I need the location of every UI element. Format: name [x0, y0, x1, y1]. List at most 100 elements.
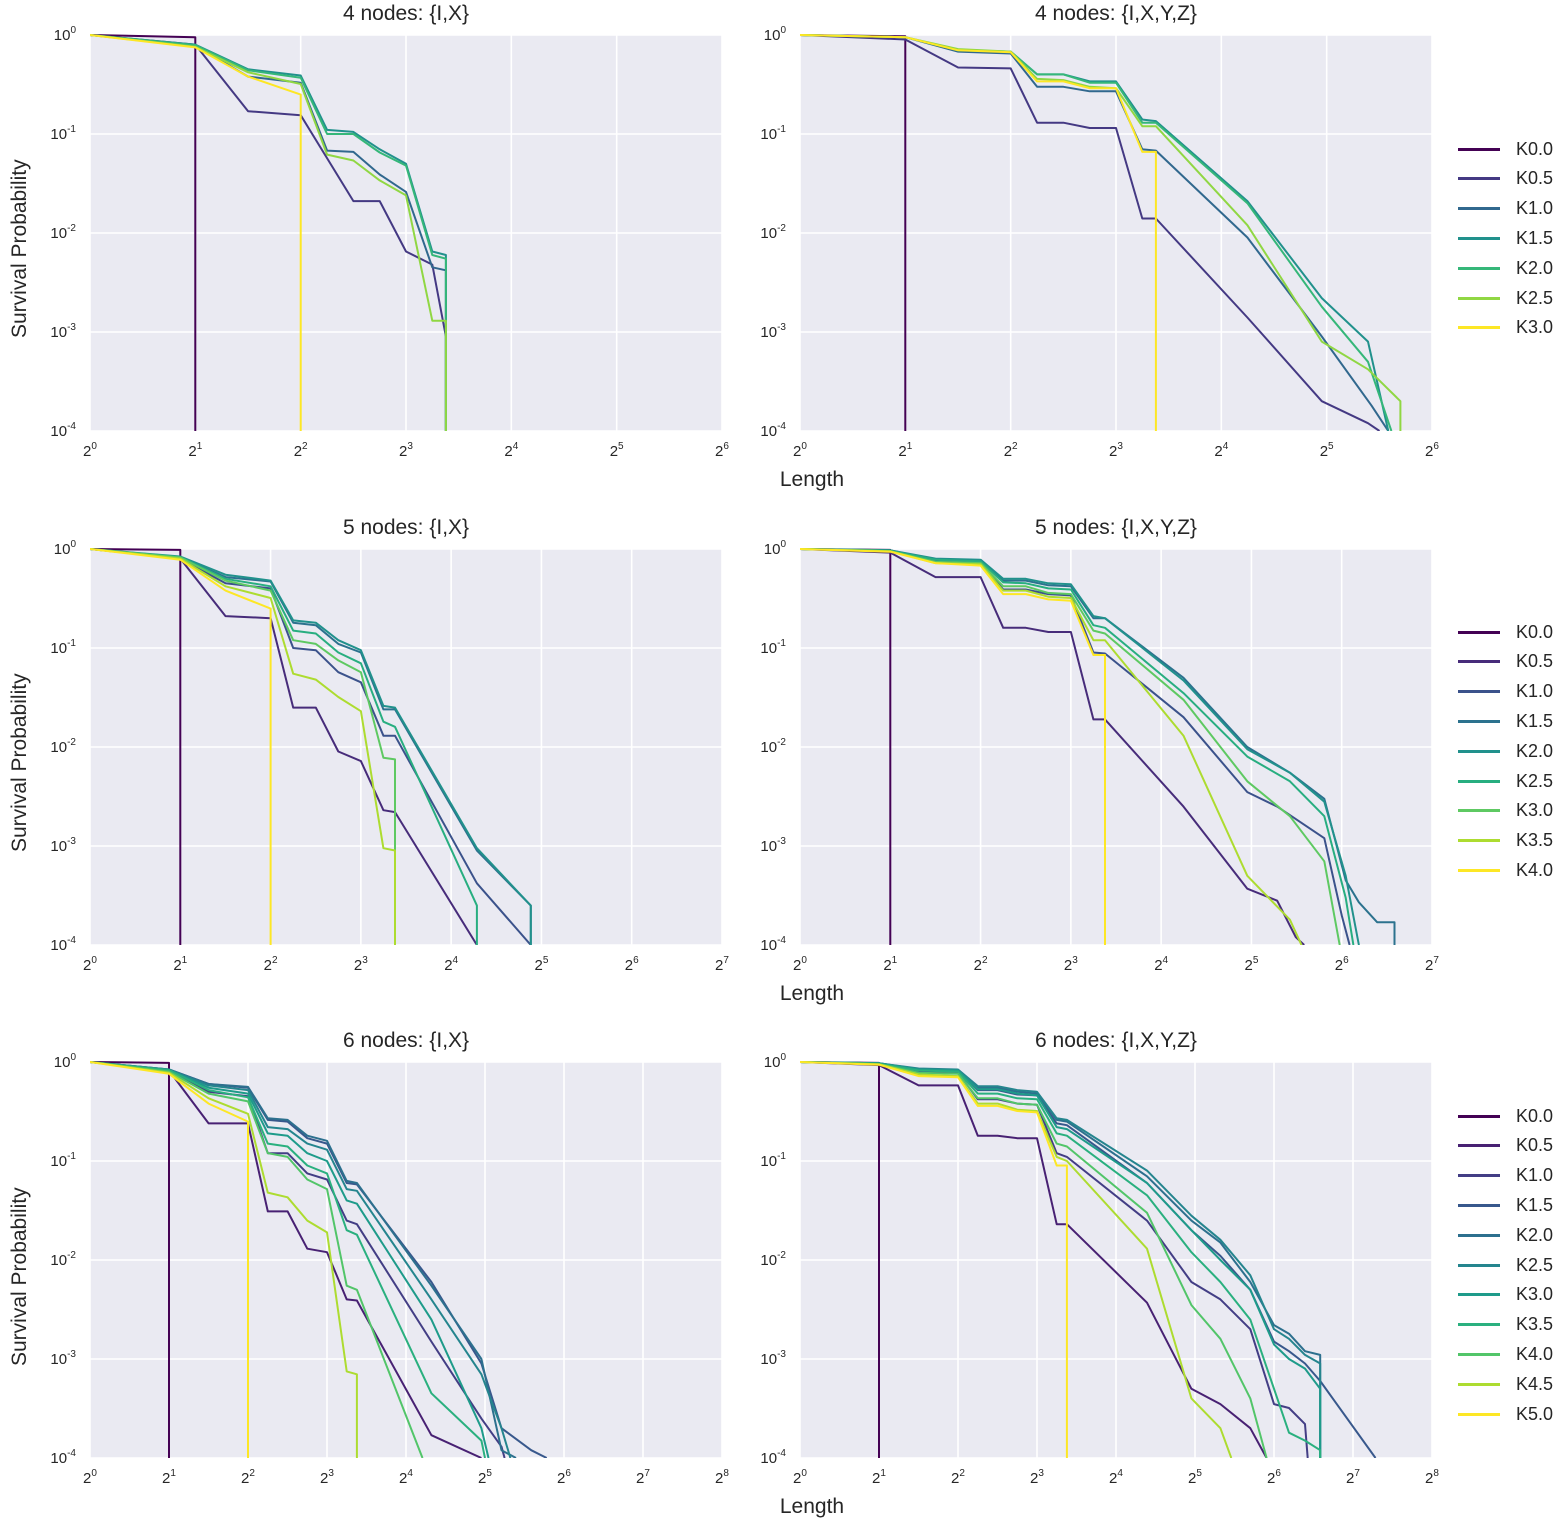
- chart-title: 6 nodes: {I,X}: [342, 1029, 470, 1052]
- legend-item: K1.5: [1458, 1194, 1553, 1216]
- x-tick-label: 26: [1335, 955, 1349, 974]
- x-tick-label: 21: [188, 441, 202, 460]
- y-tick-label: 10-4: [50, 935, 76, 954]
- y-tick-label: 10-1: [50, 124, 76, 143]
- ylabel-row-2: Survival Probability: [8, 673, 31, 852]
- xlabel-row-2: Length: [779, 982, 845, 1005]
- legend-label: K4.0: [1516, 859, 1554, 880]
- legend-swatch: [1458, 660, 1500, 664]
- y-tick-label: 100: [764, 539, 787, 558]
- chart-title: 5 nodes: {I,X,Y,Z}: [1035, 516, 1197, 539]
- legend-label: K2.0: [1516, 257, 1554, 278]
- legend-item: K1.0: [1458, 1165, 1553, 1187]
- legend-swatch: [1458, 839, 1500, 843]
- y-tick-label: 10-3: [50, 1349, 76, 1368]
- legend-label: K4.5: [1516, 1373, 1554, 1394]
- legend-label: K2.0: [1516, 740, 1554, 761]
- legend-swatch: [1458, 266, 1500, 270]
- legend-swatch: [1458, 147, 1500, 151]
- legend-item: K0.0: [1458, 138, 1553, 160]
- legend-label: K1.0: [1516, 681, 1554, 702]
- legend-swatch: [1458, 1144, 1500, 1148]
- series-line-K2.5: [90, 1061, 512, 1458]
- chart-panel-3: 20 21 22 23 24 25 26 27 100 10-1 10-2 10-3 10-4: [50, 539, 729, 974]
- y-tick-label: 10-2: [760, 1250, 786, 1269]
- series-line-K3.0: [90, 1061, 490, 1458]
- xlabel-row-1: Length: [779, 468, 845, 491]
- x-tick-label: 24: [1214, 441, 1228, 460]
- chart-panel-5: 20 21 22 23 24 25 26 27 28 100 10-1 10-2 10-3 10-4: [50, 1052, 729, 1487]
- chart-title: 4 nodes: {I,X}: [342, 2, 470, 25]
- series-line-K2.0: [90, 548, 532, 945]
- legend-label: K3.5: [1516, 830, 1554, 851]
- y-tick-label: 10-4: [50, 421, 76, 440]
- series-line-K4.0: [90, 548, 272, 945]
- legend-swatch: [1458, 868, 1500, 872]
- x-tick-label: 25: [1188, 1468, 1202, 1487]
- legend-swatch: [1458, 1352, 1500, 1356]
- x-tick-label: 27: [715, 955, 729, 974]
- chart-panel-4: 20 21 22 23 24 25 26 27 100 10-1 10-2 10-3 10-4: [760, 539, 1439, 974]
- legend-swatch: [1458, 719, 1500, 723]
- series-line-K4.0: [800, 548, 1106, 945]
- legend-swatch: [1458, 749, 1500, 753]
- x-tick-label: 23: [1109, 441, 1123, 460]
- x-tick-label: 28: [715, 1468, 729, 1487]
- x-tick-label: 25: [1320, 441, 1334, 460]
- y-tick-label: 10-2: [50, 223, 76, 242]
- y-tick-label: 10-2: [50, 1250, 76, 1269]
- legend-swatch: [1458, 1203, 1500, 1207]
- legend-label: K5.0: [1516, 1403, 1554, 1424]
- legend-swatch: [1458, 1114, 1500, 1118]
- y-tick-label: 10-4: [50, 1448, 76, 1467]
- x-tick-label: 23: [1030, 1468, 1044, 1487]
- x-tick-label: 26: [1267, 1468, 1281, 1487]
- series-line-K3.5: [90, 1061, 486, 1458]
- series-line-K1.0: [800, 34, 1390, 431]
- legend-item: K2.0: [1458, 740, 1553, 762]
- y-tick-label: 10-3: [760, 1349, 786, 1368]
- y-tick-label: 10-1: [50, 638, 76, 657]
- legend-swatch: [1458, 207, 1500, 211]
- y-tick-label: 100: [54, 25, 77, 44]
- y-tick-label: 100: [764, 25, 787, 44]
- y-tick-label: 10-1: [760, 1151, 786, 1170]
- y-tick-label: 10-3: [50, 836, 76, 855]
- series-line-K0.5: [90, 548, 478, 945]
- series-line-K0.5: [800, 1061, 1268, 1458]
- legend-item: K1.0: [1458, 198, 1553, 220]
- ylabel-row-1: Survival Probability: [8, 159, 31, 338]
- legend-label: K2.0: [1516, 1224, 1554, 1245]
- series-line-K2.0: [800, 548, 1360, 945]
- x-tick-label: 24: [399, 1468, 413, 1487]
- y-tick-label: 10-2: [760, 737, 786, 756]
- x-tick-label: 28: [1425, 1468, 1439, 1487]
- y-tick-label: 10-2: [760, 223, 786, 242]
- legend-swatch: [1458, 1293, 1500, 1297]
- x-tick-label: 21: [173, 955, 187, 974]
- chart-title: 6 nodes: {I,X,Y,Z}: [1035, 1029, 1197, 1052]
- series-line-K1.0: [90, 548, 532, 945]
- legend-item: K4.0: [1458, 859, 1553, 881]
- series-line-K3.0: [800, 548, 1341, 945]
- x-tick-label: 21: [872, 1468, 886, 1487]
- y-tick-label: 10-1: [760, 638, 786, 657]
- series-line-K4.5: [90, 1061, 358, 1458]
- legend-swatch: [1458, 1263, 1500, 1267]
- y-tick-label: 100: [54, 1052, 77, 1071]
- x-tick-label: 23: [1064, 955, 1078, 974]
- x-tick-label: 22: [951, 1468, 965, 1487]
- series-line-K0.0: [90, 548, 182, 945]
- x-tick-label: 24: [1154, 955, 1168, 974]
- legend-label: K0.5: [1516, 1135, 1554, 1156]
- x-tick-label: 27: [1425, 955, 1439, 974]
- legend-label: K3.0: [1516, 800, 1554, 821]
- series-line-K4.0: [90, 1061, 424, 1458]
- legend-label: K0.5: [1516, 651, 1554, 672]
- legend-label: K1.5: [1516, 710, 1554, 731]
- x-tick-label: 26: [1425, 441, 1439, 460]
- series-line-K3.0: [800, 34, 1157, 431]
- legend-swatch: [1458, 809, 1500, 813]
- y-tick-label: 10-4: [760, 421, 786, 440]
- series-line-K5.0: [800, 1061, 1068, 1458]
